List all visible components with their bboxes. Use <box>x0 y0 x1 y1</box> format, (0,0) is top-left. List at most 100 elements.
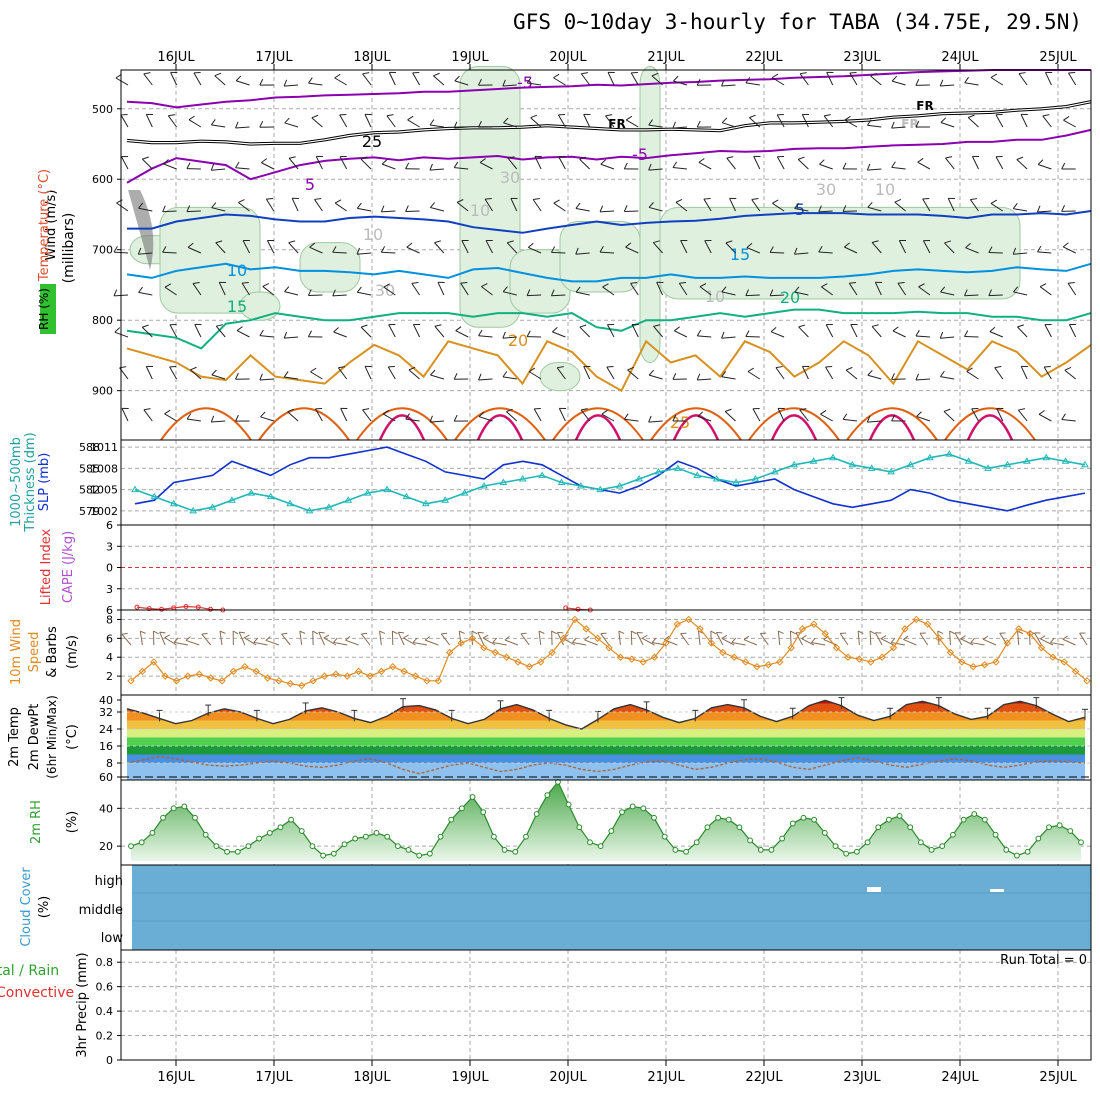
upper-wind-barb-shaft <box>121 115 128 127</box>
rh-tick-40-label: 40 <box>99 802 113 815</box>
rh-point-67 <box>844 851 849 856</box>
upper-wind-barb <box>673 373 687 379</box>
upper-wind-barb <box>776 364 789 379</box>
upper-wind-barb <box>554 198 569 211</box>
upper-wind-barb <box>1062 205 1076 211</box>
wind10-barb-22 <box>380 630 387 645</box>
wind10-barb-56 <box>760 631 772 645</box>
isotherm-35-bump-3 <box>478 415 522 440</box>
upper-wind-barb <box>746 331 760 337</box>
wind10-barb-52 <box>716 630 727 645</box>
upper-wind-barb <box>940 371 955 379</box>
upper-wind-barb-shaft <box>165 414 177 421</box>
temp-band-8 <box>121 695 1091 704</box>
rh-point-48 <box>641 806 646 811</box>
upper-wind-barb-shaft <box>430 125 444 127</box>
upper-wind-barb-shaft <box>551 252 565 253</box>
rh-point-59 <box>758 847 763 852</box>
upper-wind-barb-shaft <box>944 411 954 421</box>
wind10-barb-27 <box>425 635 440 645</box>
upper-wind-barb-shaft <box>965 83 979 85</box>
rh-point-58 <box>748 838 753 843</box>
upper-wind-barb-shaft <box>144 410 152 421</box>
contour-label-9: 25 <box>670 413 690 432</box>
upper-wind-barb-shaft <box>164 164 177 169</box>
upper-wind-barb-shaft <box>430 169 444 170</box>
upper-wind-barb-flag <box>649 369 654 376</box>
top-date-19JUL: 19JUL <box>451 50 489 65</box>
contour-label-1: -5 <box>632 145 648 164</box>
upper-wind-barb-shaft <box>1037 252 1051 253</box>
upper-wind-barb-shaft <box>674 331 687 337</box>
upper-wind-barb <box>584 112 595 127</box>
upper-wind-barb-shaft <box>361 327 371 337</box>
upper-wind-barb <box>292 196 303 211</box>
upper-wind-barb-shaft <box>819 164 832 169</box>
upper-wind-barb <box>405 205 419 212</box>
rh-point-60 <box>769 847 774 852</box>
upper-wind-barb <box>309 77 324 85</box>
upper-wind-barb <box>748 366 763 379</box>
upper-wind-barb-shaft <box>893 331 906 337</box>
upper-wind-barb-shaft <box>559 408 565 421</box>
upper-wind-barb <box>1017 155 1031 169</box>
wind10-barb-shaft-7 <box>202 634 211 645</box>
slp-label-thickness-1-text: 1000~500mb <box>9 437 24 527</box>
slp-frame <box>121 440 1091 525</box>
precip-label-convective: Convective <box>0 985 74 1001</box>
upper-wind-barb-shaft <box>284 337 298 338</box>
wind-label-3-text: & Barbs <box>45 626 60 678</box>
upper-wind-barb-flag <box>916 330 919 336</box>
upper-ytick-700-label: 700 <box>92 244 113 257</box>
upper-wind-barb <box>211 415 225 422</box>
upper-wind-barb-flag <box>454 162 458 168</box>
wind10-barb-flag-51 <box>711 631 716 634</box>
upper-wind-barb-shaft <box>142 159 152 169</box>
upper-wind-barb-shaft <box>826 325 833 337</box>
upper-wind-barb-flag <box>965 330 968 336</box>
wind10-barb-55 <box>744 635 759 645</box>
rh-label-1: 2m RH <box>29 800 44 844</box>
upper-wind-barb-flag <box>236 75 241 82</box>
upper-wind-barb <box>581 70 594 85</box>
upper-wind-barb-flag <box>260 330 264 336</box>
upper-wind-barb-shaft <box>340 115 347 127</box>
isotherm-35-bump-2 <box>380 415 424 440</box>
upper-wind-barb <box>187 413 202 421</box>
upper-wind-barb-shaft <box>607 325 614 337</box>
upper-wind-barb-flag <box>235 373 238 379</box>
upper-wind-barb <box>117 198 132 211</box>
rh-point-49 <box>652 815 657 820</box>
upper-wind-barb-shaft <box>1021 114 1027 127</box>
wind10-barb-shaft-21 <box>361 634 370 645</box>
rh-point-36 <box>513 849 518 854</box>
upper-wind-barb <box>798 155 812 169</box>
rh-point-33 <box>481 810 486 815</box>
upper-wind-barb-shaft <box>430 375 443 379</box>
upper-wind-barb-shaft <box>1045 325 1051 337</box>
rh-point-50 <box>662 834 667 839</box>
upper-wind-barb-shaft <box>576 292 590 295</box>
rh-point-29 <box>438 834 443 839</box>
wind10-barb-shaft-70 <box>920 633 928 645</box>
upper-wind-barb-flag <box>212 369 217 376</box>
rh-point-27 <box>417 853 422 858</box>
upper-wind-barb-shaft <box>802 114 808 127</box>
upper-wind-barb-flag <box>211 416 214 422</box>
upper-wind-barb-shaft <box>990 332 1003 337</box>
upper-wind-barb-shaft <box>1062 419 1076 421</box>
upper-wind-barb-shaft <box>312 118 323 127</box>
upper-wind-barb-flag <box>284 80 287 86</box>
wind10-barb-shaft-34 <box>505 640 518 645</box>
wind10-barb-shaft-0 <box>122 634 131 645</box>
upper-wind-barb <box>429 163 443 170</box>
wind-tick-8-label: 8 <box>106 613 113 626</box>
upper-wind-barb-shaft <box>576 208 590 211</box>
wind10-barb-shaft-28 <box>441 634 449 645</box>
contour-label-11: FR <box>608 117 625 131</box>
rh-point-37 <box>524 834 529 839</box>
rh-point-45 <box>609 829 614 834</box>
upper-wind-barb <box>1045 70 1056 85</box>
upper-wind-barb-flag <box>916 79 919 85</box>
